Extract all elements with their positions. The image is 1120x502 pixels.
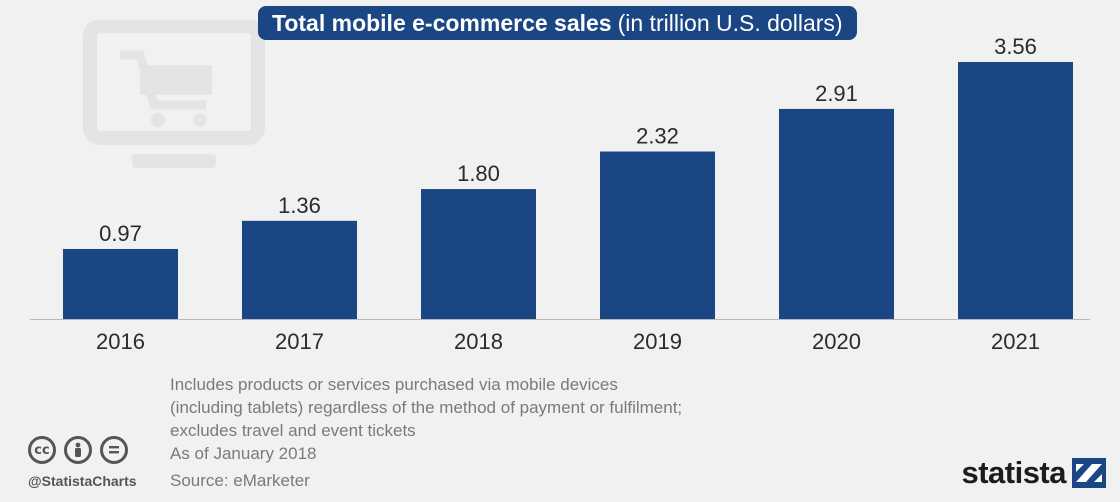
- statista-mark-icon: [1072, 458, 1106, 488]
- as-of-date: As of January 2018: [170, 444, 317, 463]
- statista-logo[interactable]: statista: [961, 453, 1106, 493]
- bar-2019: [600, 151, 715, 319]
- bar-2020: [779, 108, 894, 319]
- chart-title-main: Total mobile e-commerce sales: [272, 10, 612, 36]
- note-line-3: excludes travel and event tickets: [170, 421, 416, 440]
- x-tick-label-2019: 2019: [633, 329, 682, 354]
- shopping-cart-monitor-icon: [83, 20, 265, 168]
- attribution-icon: [64, 436, 92, 464]
- bar-2018: [421, 189, 536, 319]
- bar-chart: 0.97 2016 1.36 2017 1.80 2018 2.32 2019 2.91 2020…: [30, 34, 1090, 354]
- social-handle[interactable]: @StatistaCharts: [28, 473, 137, 489]
- x-tick-label-2020: 2020: [812, 329, 861, 354]
- chart-title: Total mobile e-commerce sales (in trilli…: [258, 6, 857, 40]
- bar-2017: [242, 220, 357, 319]
- value-label-2019: 2.32: [636, 124, 679, 149]
- bar-2021: [958, 62, 1073, 319]
- brand-name: statista: [961, 455, 1066, 490]
- chart-title-unit: (in trillion U.S. dollars): [617, 10, 843, 36]
- value-label-2021: 3.56: [994, 34, 1037, 59]
- source-note: Source: eMarketer: [170, 471, 310, 490]
- creative-commons-icon: cc: [28, 436, 56, 464]
- bar-2016: [63, 248, 178, 319]
- x-tick-label-2021: 2021: [991, 329, 1040, 354]
- value-label-2018: 1.80: [457, 161, 500, 186]
- note-line-2: (including tablets) regardless of the me…: [170, 398, 683, 417]
- value-label-2016: 0.97: [99, 221, 142, 246]
- x-tick-label-2016: 2016: [96, 329, 145, 354]
- value-label-2020: 2.91: [815, 81, 858, 106]
- value-label-2017: 1.36: [278, 193, 321, 218]
- x-tick-label-2018: 2018: [454, 329, 503, 354]
- license-icons: cc: [28, 436, 128, 464]
- x-tick-label-2017: 2017: [275, 329, 324, 354]
- note-line-1: Includes products or services purchased …: [170, 375, 618, 394]
- no-derivatives-icon: [100, 436, 128, 464]
